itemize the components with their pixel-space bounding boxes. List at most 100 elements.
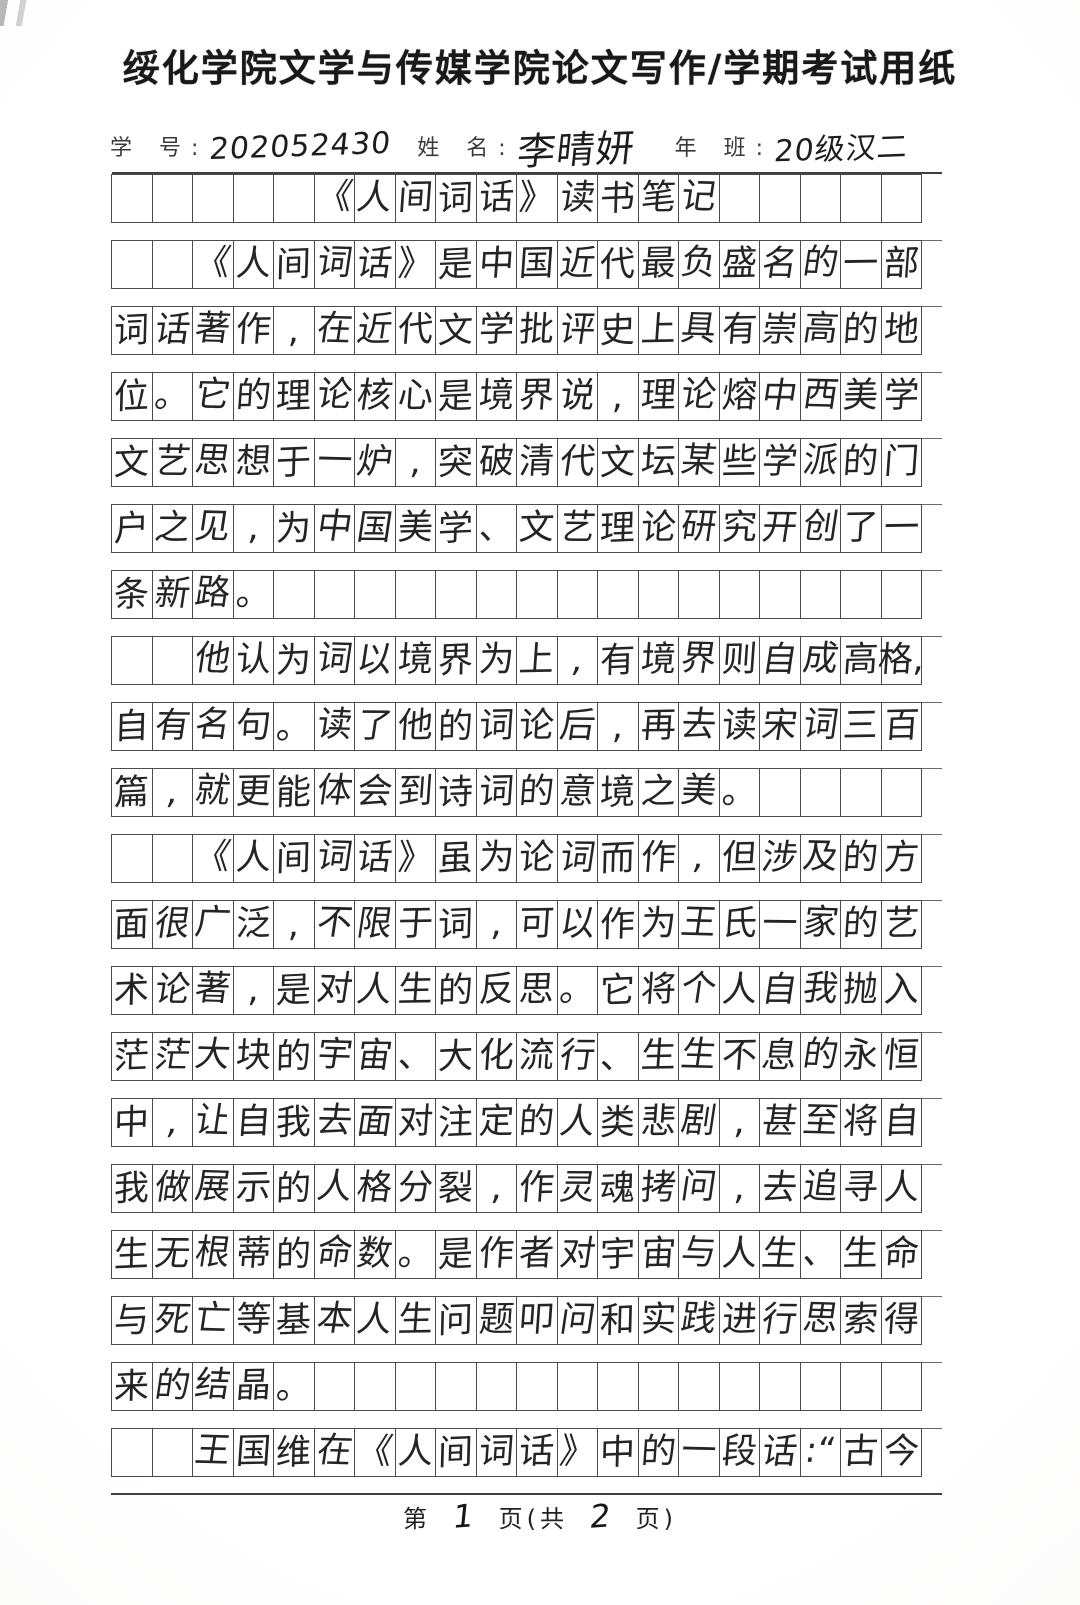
grid-cell: 为: [637, 900, 679, 949]
handwritten-character: 践: [678, 1298, 720, 1340]
handwritten-character: 体: [314, 770, 355, 812]
handwritten-character: 无: [151, 1233, 193, 1275]
grid-cell: 行: [556, 1032, 598, 1081]
handwritten-character: 人: [314, 1166, 355, 1208]
handwritten-character: 作: [477, 1233, 516, 1275]
grid-cell: 注: [435, 1098, 477, 1147]
handwritten-character: 笔: [639, 177, 678, 219]
handwritten-character: ,: [287, 904, 300, 946]
grid-cell: 本: [313, 1296, 355, 1345]
grid-cell: 对: [313, 966, 355, 1015]
grid-cell: 史: [597, 306, 639, 355]
handwritten-character: 人: [720, 1233, 759, 1275]
grid-cell: 想: [232, 438, 274, 487]
handwritten-character: 词: [556, 837, 598, 879]
handwritten-character: 三: [841, 705, 880, 747]
handwritten-character: 词: [437, 178, 474, 220]
handwritten-character: 行: [759, 1299, 801, 1341]
grid-cell: [840, 1362, 882, 1411]
handwritten-character: 涉: [759, 837, 801, 879]
handwritten-character: 再: [639, 705, 678, 747]
grid-cell: 者: [516, 1230, 558, 1279]
grid-cell: 根: [192, 1230, 234, 1279]
grid-cell: 学: [475, 306, 517, 355]
handwritten-character: 》: [556, 1431, 598, 1473]
grid-cell: 见: [192, 504, 234, 553]
student-name-label: 姓 名:: [417, 136, 516, 161]
handwritten-character: 论: [639, 507, 678, 549]
grid-cell: 间: [394, 174, 436, 223]
grid-cell: 是: [273, 966, 315, 1015]
grid-cell: 创: [799, 504, 841, 553]
grid-cell: 进: [718, 1296, 760, 1345]
grid-cell: [151, 174, 193, 223]
grid-cell: [151, 834, 193, 883]
grid-cell: 派: [799, 438, 841, 487]
handwritten-character: 叩: [517, 1299, 556, 1341]
grid-cell: 国: [232, 1428, 274, 1477]
grid-cell: 剧: [678, 1098, 720, 1147]
handwritten-character: 注: [437, 1102, 474, 1144]
grid-cell: 茫: [151, 1032, 193, 1081]
grid-cell: 一: [678, 1428, 720, 1477]
grid-cell: 作: [637, 834, 679, 883]
grid-cell: 亡: [192, 1296, 234, 1345]
grid-cell: ,: [597, 372, 639, 421]
handwritten-character: 的: [639, 1431, 678, 1473]
handwritten-character: 著: [192, 968, 234, 1010]
grid-cell: [111, 834, 153, 883]
handwritten-character: 论: [517, 837, 556, 879]
grid-cell: 为: [273, 504, 315, 553]
grid-cell: 宇: [313, 1032, 355, 1081]
handwritten-character: 理: [639, 375, 678, 417]
grid-cell: ,: [718, 1098, 760, 1147]
handwritten-character: 大: [192, 1034, 234, 1076]
grid-row: 自有名句。读了他的词论后, 再去读宋词三百: [111, 702, 942, 769]
handwritten-character: 。: [275, 1366, 312, 1408]
grid-cell: 涉: [759, 834, 801, 883]
handwritten-character: 对: [396, 1101, 435, 1143]
grid-cell: 词: [475, 702, 517, 751]
grid-cell: 践: [678, 1296, 720, 1345]
handwritten-character: 生: [113, 1234, 150, 1276]
grid-cell: 为: [475, 834, 517, 883]
handwritten-character: 作: [639, 837, 678, 879]
grid-cell: 词: [556, 834, 598, 883]
grid-cell: 和: [597, 1296, 639, 1345]
grid-cell: [151, 636, 193, 685]
handwritten-character: 间: [437, 1432, 474, 1474]
handwritten-character: 生: [678, 1034, 720, 1076]
grid-cell: 人: [313, 1164, 355, 1213]
handwritten-character: 甚: [759, 1101, 801, 1143]
grid-row: 中,让自我去面对注定的人类悲剧,甚至将自: [111, 1098, 942, 1165]
handwritten-character: 茫: [113, 1036, 150, 1078]
grid-cell: 宋: [759, 702, 801, 751]
handwritten-character: 大: [437, 1036, 474, 1078]
handwritten-character: 面: [113, 904, 150, 946]
grid-cell: 的: [840, 306, 882, 355]
handwritten-character: 方: [882, 837, 921, 879]
grid-row: 茫茫大块的宇宙、大化流行、生生不息的永恒: [111, 1032, 942, 1099]
handwritten-character: 学: [437, 508, 474, 550]
grid-cell: 》: [394, 834, 436, 883]
grid-row: 王国维在《人间词话》中的一段话:“ 古今: [111, 1428, 942, 1495]
handwritten-character: 话: [354, 837, 396, 879]
handwritten-character: 的: [800, 242, 841, 284]
handwritten-character: ,: [568, 639, 586, 681]
handwritten-character: 路: [192, 572, 234, 614]
grid-cell: 悲: [637, 1098, 679, 1147]
handwritten-character: 思: [517, 969, 556, 1011]
grid-cell: 王: [678, 900, 720, 949]
grid-cell: 人: [556, 1098, 598, 1147]
handwritten-character: 命: [314, 1232, 355, 1274]
grid-cell: 会: [354, 768, 396, 817]
handwritten-character: 以: [354, 639, 396, 681]
handwritten-character: 是: [437, 244, 474, 286]
handwritten-character: 示: [234, 1167, 273, 1209]
handwritten-character: 之: [151, 507, 193, 549]
handwritten-character: 宙: [639, 1233, 678, 1275]
grid-cell: 自: [880, 1098, 922, 1147]
grid-cell: 广: [192, 900, 234, 949]
grid-cell: 近: [556, 240, 598, 289]
